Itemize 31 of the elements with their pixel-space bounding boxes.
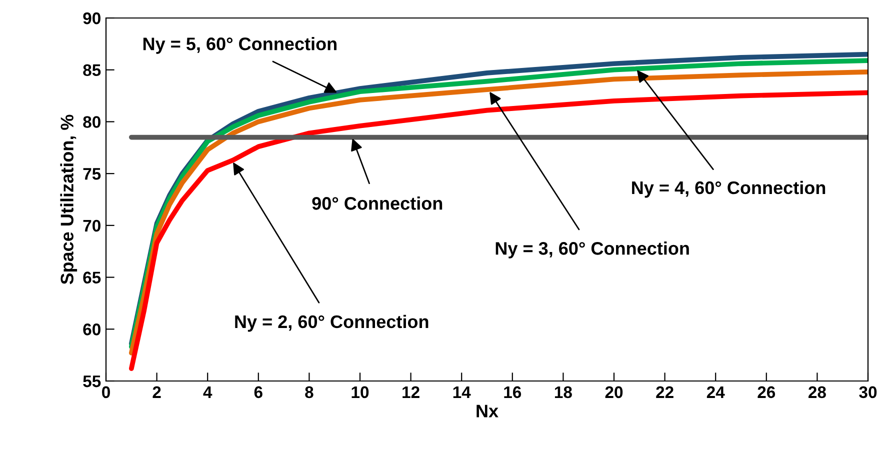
y-tick-label: 80 <box>83 116 100 128</box>
x-tick-label: 10 <box>352 386 369 398</box>
x-tick-label: 20 <box>605 386 623 398</box>
y-tick-label: 85 <box>83 64 101 76</box>
x-tick-label: 14 <box>453 386 471 398</box>
x-tick-label: 24 <box>706 386 725 398</box>
x-tick-label: 30 <box>859 386 877 398</box>
y-tick-label: 55 <box>83 376 101 388</box>
annotation: Ny = 2, 60° Connection <box>235 314 428 332</box>
x-tick-label: 26 <box>758 386 776 398</box>
annotation: 90° Connection <box>312 196 442 210</box>
y-tick-label: 75 <box>83 168 101 180</box>
x-tick-label: 4 <box>203 386 212 398</box>
y-tick-label: 60 <box>83 324 100 336</box>
y-tick-label: 65 <box>83 272 101 284</box>
y-tick-label: 70 <box>83 220 100 232</box>
x-tick-label: 2 <box>152 386 161 398</box>
y-tick-label: 90 <box>83 12 100 24</box>
x-tick-label: 16 <box>504 386 522 398</box>
x-tick-label: 22 <box>656 386 674 398</box>
x-tick-label: 12 <box>402 386 420 398</box>
x-tick-label: 8 <box>305 386 314 398</box>
annotation: Ny = 4, 60° Connection <box>632 180 826 198</box>
x-axis-title: Nx <box>476 404 498 418</box>
y-axis-title: Space Utilization, % <box>60 114 78 284</box>
x-tick-label: 18 <box>554 386 572 398</box>
annotation: Ny = 5, 60° Connection <box>143 37 336 54</box>
x-tick-label: 6 <box>254 386 262 398</box>
x-tick-label: 28 <box>808 386 826 398</box>
annotation: Ny = 3, 60° Connection <box>496 242 689 258</box>
x-tick-label: 0 <box>102 386 110 398</box>
